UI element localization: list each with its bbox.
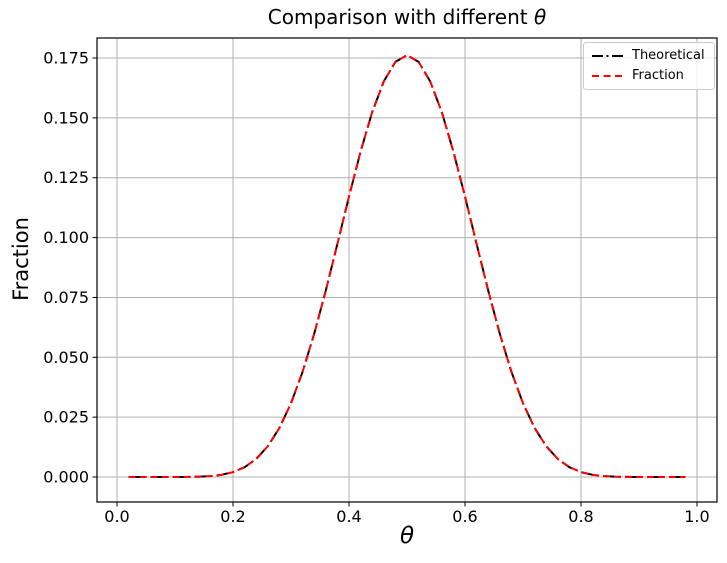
legend-label-theoretical: Theoretical xyxy=(632,48,705,63)
legend: Theoretical Fraction xyxy=(583,42,715,90)
legend-line-dashdot-icon xyxy=(592,54,623,57)
y-tick-label: 0.050 xyxy=(43,348,89,367)
y-tick-label: 0.100 xyxy=(43,228,89,247)
x-tick-label: 0.0 xyxy=(104,507,129,526)
x-axis-label: θ xyxy=(399,523,415,549)
series-line-theoretical xyxy=(128,54,686,478)
x-tick-label: 0.8 xyxy=(568,507,593,526)
x-tick-label: 0.4 xyxy=(336,507,361,526)
axes-frame xyxy=(96,37,718,503)
chart-title-theta: θ xyxy=(533,5,547,29)
chart-title: Comparison with different θ xyxy=(97,5,717,29)
y-tick-label: 0.125 xyxy=(43,168,89,187)
y-tick-label: 0.000 xyxy=(43,468,89,487)
legend-entry-fraction: Fraction xyxy=(592,68,705,83)
y-axis-label: Fraction xyxy=(9,217,33,301)
legend-label-fraction: Fraction xyxy=(632,68,684,83)
series-line-fraction xyxy=(128,54,686,478)
x-tick-label: 0.2 xyxy=(220,507,245,526)
chart-title-text: Comparison with different xyxy=(267,5,534,29)
y-tick-label: 0.150 xyxy=(43,108,89,127)
legend-entry-theoretical: Theoretical xyxy=(592,48,705,63)
x-tick-label: 0.6 xyxy=(452,507,477,526)
y-tick-label: 0.025 xyxy=(43,408,89,427)
x-tick-label: 1.0 xyxy=(684,507,709,526)
y-tick-label: 0.175 xyxy=(43,49,89,68)
y-tick-label: 0.075 xyxy=(43,288,89,307)
legend-line-dashed-icon xyxy=(592,74,623,77)
